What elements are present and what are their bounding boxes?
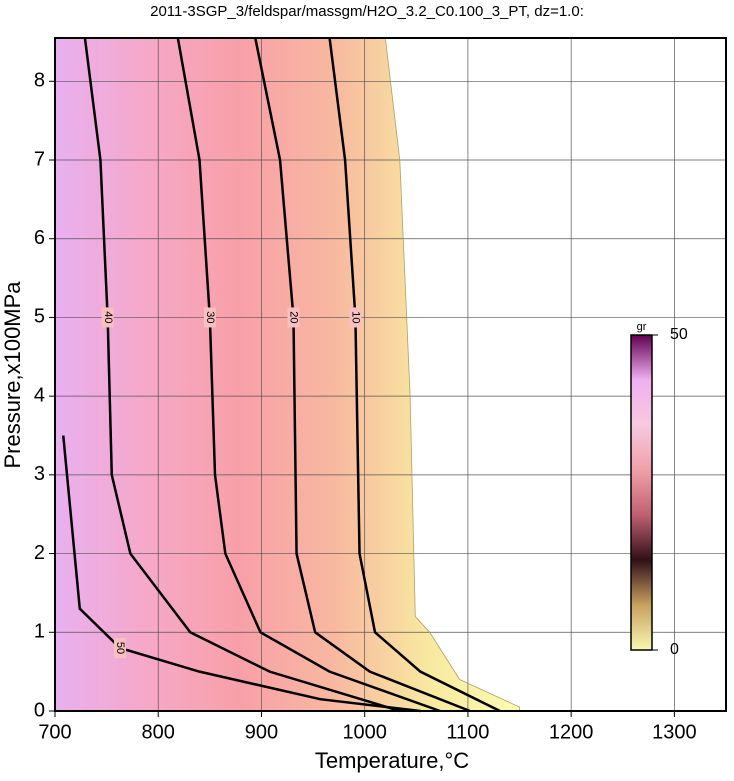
y-tick-label: 8 <box>34 70 45 92</box>
y-tick-label: 1 <box>34 621 45 643</box>
contour-line <box>62 435 421 713</box>
x-tick-label: 1000 <box>342 721 387 743</box>
contour-label-bg <box>203 307 216 328</box>
colorbar-tick-label: 50 <box>670 326 688 343</box>
x-tick-label: 800 <box>142 721 175 743</box>
contour-label-bg <box>114 638 127 659</box>
y-tick-label: 5 <box>34 306 45 328</box>
contour-label: 50 <box>114 642 126 654</box>
y-tick-label: 6 <box>34 227 45 249</box>
y-tick-label: 4 <box>34 384 45 406</box>
y-axis-label: Pressure,x100MPa <box>0 281 25 469</box>
contour-label-bg <box>101 307 114 328</box>
y-tick-label: 3 <box>34 463 45 485</box>
contour-line <box>254 37 471 713</box>
contour-label-bg <box>349 307 362 328</box>
contour-label: 40 <box>102 311 114 323</box>
x-tick-label: 1200 <box>549 721 594 743</box>
contour-label-bg <box>287 307 300 328</box>
contour-label: 10 <box>349 311 361 323</box>
field-area <box>55 38 520 711</box>
colorbar <box>630 334 653 651</box>
x-tick-label: 900 <box>245 721 278 743</box>
y-tick-label: 0 <box>34 699 45 721</box>
y-tick-label: 7 <box>34 148 45 170</box>
x-tick-label: 1300 <box>652 721 697 743</box>
colorbar-label: gr <box>637 321 647 333</box>
x-tick-label: 1100 <box>446 721 489 743</box>
chart-title: 2011-3SGP_3/feldspar/massgm/H2O_3.2_C0.1… <box>150 3 584 20</box>
x-axis-label: Temperature,°C <box>315 748 469 773</box>
contour-label: 30 <box>204 311 216 323</box>
colorbar-tick-label: 0 <box>670 641 679 658</box>
contour-label: 20 <box>288 311 300 323</box>
y-tick-label: 2 <box>34 542 45 564</box>
plot-frame <box>54 37 727 712</box>
contour-line <box>176 37 441 713</box>
x-tick-label: 700 <box>38 721 71 743</box>
contour-line <box>83 37 401 713</box>
contour-line <box>328 37 501 713</box>
